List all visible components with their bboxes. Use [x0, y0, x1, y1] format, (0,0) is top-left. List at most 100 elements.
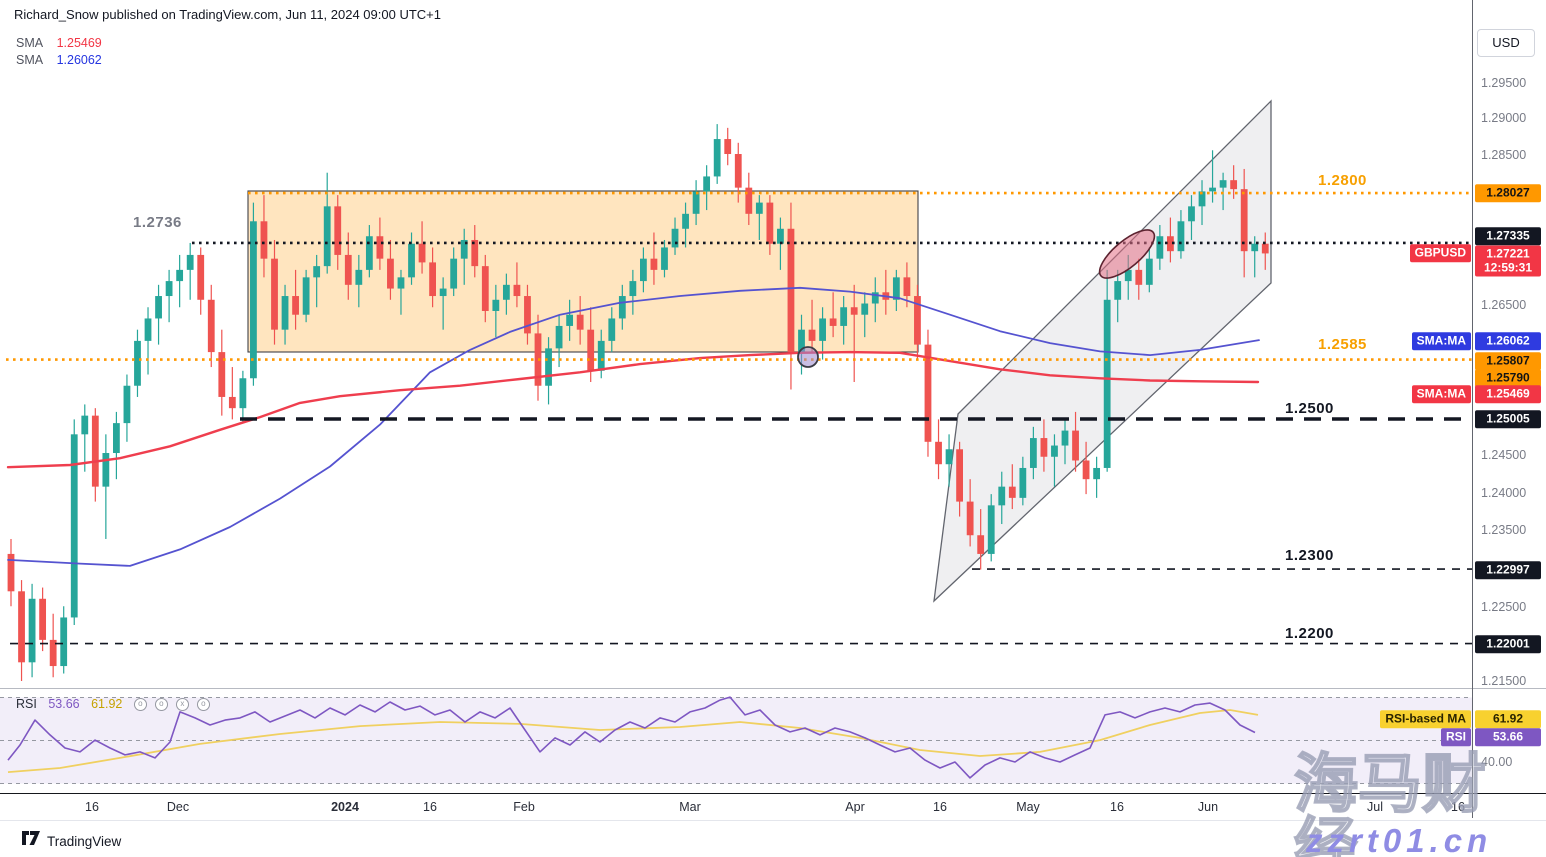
candle — [102, 453, 110, 487]
candle — [260, 221, 268, 259]
settings-icon[interactable]: o — [154, 698, 168, 712]
sma-fast-badge: SMA:MA — [1411, 385, 1471, 403]
candle — [829, 318, 837, 326]
time-axis[interactable]: 16 Dec 2024 16 Feb Mar Apr 16 May 16 Jun Jul 16 — [0, 793, 1546, 821]
rsi-ma-line[interactable] — [7, 709, 1259, 773]
candle — [871, 292, 879, 304]
candle — [207, 299, 215, 353]
level-label-1.2800: 1.2800 — [1318, 172, 1367, 189]
price-axis[interactable]: USD 1.29500 1.29000 1.28500 1.26500 1.24500 1… — [1473, 0, 1546, 818]
candle — [344, 254, 352, 285]
candle — [1093, 467, 1101, 480]
candle — [313, 266, 321, 278]
candle — [355, 269, 363, 285]
rsi-line[interactable] — [7, 696, 1256, 779]
sma-legend: SMA 1.25469 SMA 1.26062 — [16, 35, 102, 69]
candle — [1019, 467, 1027, 498]
drawing-handle[interactable] — [797, 346, 819, 368]
candle — [418, 243, 426, 263]
level-label-1.2500: 1.2500 — [1285, 400, 1334, 417]
price-tick-1.22500: 1.22500 — [1481, 600, 1527, 614]
price-tick-1.24500: 1.24500 — [1481, 448, 1527, 462]
candle — [787, 228, 795, 353]
candle — [113, 423, 120, 454]
candle — [39, 598, 47, 640]
candle — [376, 236, 384, 259]
candle — [755, 202, 763, 214]
price-axis-border — [1472, 0, 1473, 818]
more-icon[interactable]: o — [196, 698, 210, 712]
candle — [365, 236, 373, 270]
time-label-Apr: Apr — [845, 800, 865, 814]
candle — [597, 340, 605, 371]
candle — [387, 258, 394, 289]
candle — [70, 434, 78, 618]
candle — [81, 415, 89, 435]
sma-slow-value: 1.26062 — [56, 53, 102, 67]
candle — [640, 258, 647, 282]
price-label-orange-upper: 1.28027 — [1475, 184, 1541, 202]
candle — [587, 329, 595, 371]
price-chart-canvas[interactable] — [0, 0, 1473, 818]
price-tick-1.29000: 1.29000 — [1481, 111, 1527, 125]
eye-icon[interactable]: o — [133, 698, 147, 712]
candle — [1188, 206, 1195, 222]
time-label-Jun: Jun — [1197, 800, 1219, 814]
tradingview-logo-text: TradingView — [47, 833, 122, 849]
tradingview-logo-icon — [22, 830, 40, 852]
candle — [228, 396, 236, 409]
candle — [165, 281, 173, 297]
candle — [49, 639, 57, 667]
watermark-url: zzrt01.cn — [1306, 822, 1493, 857]
time-label-May: May — [1016, 800, 1040, 814]
pane-divider[interactable] — [0, 688, 1546, 689]
candle — [524, 296, 531, 334]
candle — [1029, 438, 1037, 468]
candle — [808, 329, 816, 341]
rsi-ma-value: 61.92 — [91, 697, 123, 711]
candle — [1114, 281, 1122, 300]
candle — [281, 296, 289, 330]
rsi-ma-badge: RSI-based MA — [1380, 710, 1471, 728]
candle — [935, 441, 942, 465]
candles — [7, 124, 1269, 681]
time-label-16: 16 — [1451, 800, 1465, 814]
rsi-label: RSI — [16, 697, 37, 711]
level-label-1.2736: 1.2736 — [133, 214, 182, 231]
candle — [650, 258, 658, 270]
candle — [1124, 269, 1132, 282]
tradingview-footer[interactable]: TradingView — [22, 830, 122, 852]
candle — [618, 296, 626, 319]
sma-slow-row[interactable]: SMA 1.26062 — [16, 52, 102, 68]
sma_slow-line[interactable] — [7, 286, 1260, 567]
candle — [1230, 180, 1238, 190]
candle — [713, 139, 721, 177]
candle — [555, 325, 563, 349]
candle — [682, 213, 689, 229]
price-tick-1.21500: 1.21500 — [1481, 674, 1527, 688]
candle — [1061, 430, 1069, 446]
currency-toggle-button[interactable]: USD — [1477, 29, 1535, 57]
candle — [724, 139, 732, 155]
candle — [239, 378, 247, 409]
delete-icon[interactable]: x — [175, 698, 189, 712]
support-1250-label: 1.25005 — [1475, 410, 1541, 428]
price-tick-1.28500: 1.28500 — [1481, 148, 1527, 162]
candle — [692, 191, 700, 214]
rsi-value: 53.66 — [48, 697, 80, 711]
candle — [777, 228, 784, 244]
candle — [1167, 236, 1174, 252]
candle — [840, 307, 848, 326]
candle — [987, 505, 995, 554]
candle — [1040, 438, 1048, 457]
candle — [956, 449, 963, 502]
candle — [123, 385, 131, 424]
sma-fast-row[interactable]: SMA 1.25469 — [16, 35, 102, 51]
price-tick-1.24000: 1.24000 — [1481, 486, 1527, 500]
ellipse-annotation[interactable] — [1093, 222, 1162, 286]
candle — [903, 277, 911, 297]
sma_fast-line[interactable] — [6, 350, 1260, 469]
candle — [186, 254, 194, 270]
